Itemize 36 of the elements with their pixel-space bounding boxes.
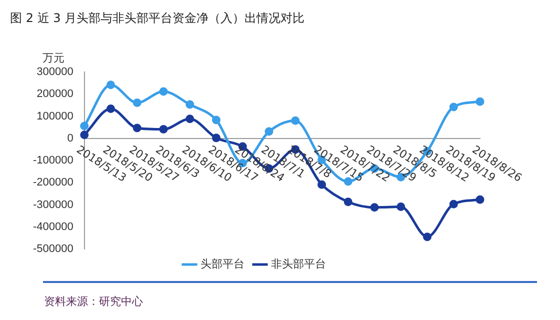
point: [344, 198, 352, 206]
legend-label: 非头部平台: [271, 258, 326, 271]
y-tick-label: 300000: [36, 66, 74, 78]
legend-label: 头部平台: [200, 258, 244, 271]
point: [159, 125, 168, 134]
point: [423, 232, 432, 242]
point: [449, 200, 458, 208]
point: [186, 114, 194, 124]
point: [212, 116, 220, 124]
y-tick-label: -500000: [32, 243, 74, 256]
point: [449, 102, 458, 112]
point: [132, 124, 142, 132]
text: 资料来源：研究中心: [44, 294, 143, 309]
y-tick-label: -200000: [32, 176, 74, 189]
y-tick-label: 100000: [36, 110, 74, 122]
point: [106, 80, 115, 90]
point: [186, 100, 194, 109]
point: [476, 97, 484, 106]
point: [80, 122, 89, 130]
point: [396, 202, 406, 211]
point: [264, 127, 274, 136]
point: [291, 116, 300, 125]
chart-title: 图 2 近 3 月头部与非头部平台资金净（入）出情况对比: [10, 10, 305, 27]
point: [132, 98, 142, 108]
y-tick-label: 0: [67, 132, 74, 144]
point: [159, 87, 168, 96]
point: [370, 203, 379, 212]
point: [212, 134, 220, 142]
point: [80, 130, 89, 140]
point: [476, 195, 484, 204]
y-tick-label: -300000: [32, 198, 74, 211]
y-tick-label: 200000: [36, 88, 74, 100]
point: [106, 104, 115, 113]
y-axis-title: 万元: [42, 51, 64, 64]
y-tick-label: -400000: [32, 220, 74, 233]
y-tick-label: -100000: [32, 154, 74, 167]
